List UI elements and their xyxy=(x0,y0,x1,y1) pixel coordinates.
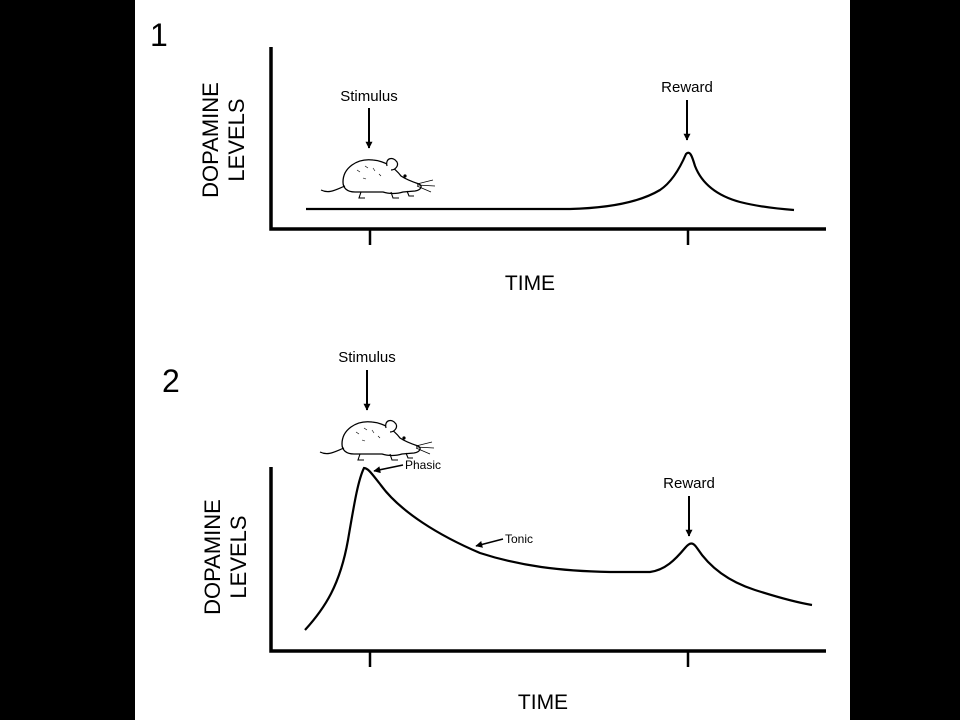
panel-2-tonic-arrow xyxy=(475,538,504,548)
panel-1-reward-label: Reward xyxy=(661,79,713,96)
panel-2-number: 2 xyxy=(162,363,180,399)
panel-2-xlabel: TIME xyxy=(518,691,568,714)
panel-2-phasic-arrow xyxy=(373,464,404,474)
panel-2-ylabel-line1: DOPAMINE xyxy=(200,499,225,615)
panel-1-xlabel: TIME xyxy=(505,272,555,295)
rat-icon xyxy=(319,419,435,461)
rat-icon xyxy=(320,157,436,199)
panel-2-stimulus-label: Stimulus xyxy=(338,349,396,366)
panel-1-dopamine-curve xyxy=(306,151,795,212)
panel-1: 1 DOPAMINE LEVELS TIME Stimulus Reward xyxy=(150,17,826,295)
slide-panel xyxy=(135,0,850,720)
panel-1-axes xyxy=(269,47,826,231)
panel-1-stimulus-label: Stimulus xyxy=(340,88,398,105)
panel-2-tonic-label: Tonic xyxy=(505,532,533,546)
panel-2-phasic-label: Phasic xyxy=(405,458,441,472)
panel-1-ylabel-line2: LEVELS xyxy=(224,98,249,181)
panel-2-ylabel-line2: LEVELS xyxy=(226,515,251,598)
panel-2-axes xyxy=(269,467,826,653)
panel-1-ylabel-line1: DOPAMINE xyxy=(198,82,223,198)
panel-2-ylabel: DOPAMINE LEVELS xyxy=(200,499,251,615)
panel-2: 2 DOPAMINE LEVELS TIME Stimulus Reward P… xyxy=(162,349,826,714)
panel-2-dopamine-curve xyxy=(304,466,813,631)
panel-2-reward-label: Reward xyxy=(663,475,715,492)
panel-1-number: 1 xyxy=(150,17,168,53)
panel-1-ylabel: DOPAMINE LEVELS xyxy=(198,82,249,198)
